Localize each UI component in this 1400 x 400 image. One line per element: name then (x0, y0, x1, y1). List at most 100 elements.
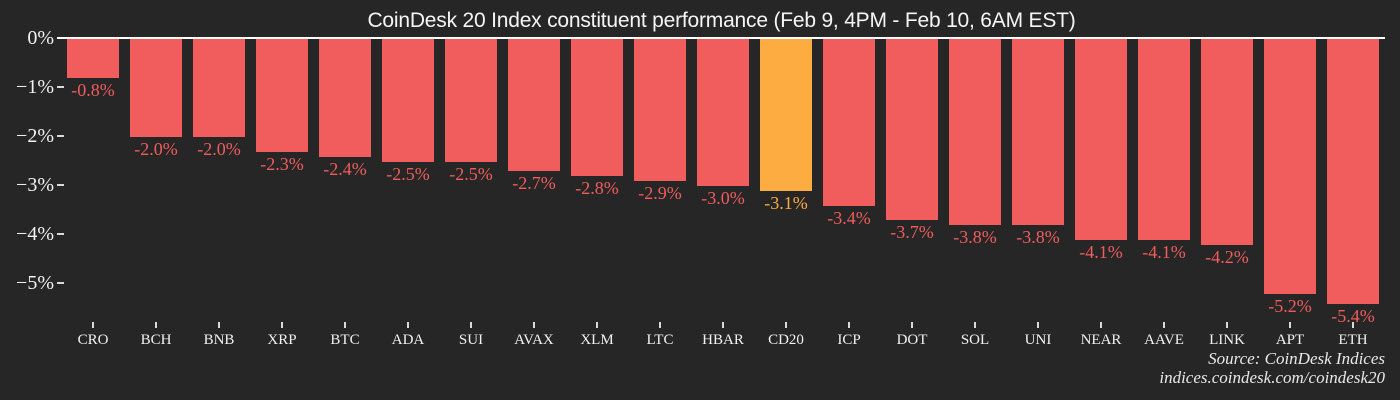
x-tick-label-sui: SUI (458, 332, 484, 348)
bar-icp (823, 39, 875, 206)
x-tick-mark (596, 322, 598, 328)
bar-value-cd20: -3.1% (764, 193, 808, 213)
x-tick-label-bch: BCH (140, 332, 172, 348)
x-tick-mark (785, 322, 787, 328)
x-tick-mark (470, 322, 472, 328)
bar-value-hbar: -3.0% (701, 188, 745, 208)
bar-sui (445, 39, 497, 162)
bar-ada (382, 39, 434, 162)
y-tick-label: 0% (27, 27, 54, 49)
bar-value-apt: -5.2% (1268, 296, 1312, 316)
x-tick-mark (407, 322, 409, 328)
bar-eth (1327, 39, 1379, 304)
bar-apt (1264, 39, 1316, 294)
x-tick-label-cd20: CD20 (768, 332, 804, 348)
y-tick-mark (57, 86, 64, 88)
bar-value-sui: -2.5% (449, 164, 493, 184)
x-tick-mark (218, 322, 220, 328)
x-tick-label-cro: CRO (77, 332, 109, 348)
x-tick-label-bnb: BNB (203, 332, 235, 348)
x-tick-label-near: NEAR (1080, 332, 1122, 348)
y-tick-mark (57, 135, 64, 137)
bar-bnb (193, 39, 245, 137)
x-tick-label-xrp: XRP (267, 332, 297, 348)
bar-value-eth: -5.4% (1331, 306, 1375, 326)
bar-value-btc: -2.4% (323, 159, 367, 179)
y-tick-label: −1% (16, 76, 54, 98)
bar-value-uni: -3.8% (1016, 227, 1060, 247)
x-tick-label-uni: UNI (1024, 332, 1052, 348)
bar-avax (508, 39, 560, 171)
x-tick-label-aave: AAVE (1144, 332, 1184, 348)
bar-xrp (256, 39, 308, 152)
x-tick-label-dot: DOT (896, 332, 928, 348)
bar-sol (949, 39, 1001, 225)
x-tick-mark (659, 322, 661, 328)
bar-value-cro: -0.8% (71, 80, 115, 100)
bar-value-bch: -2.0% (134, 139, 178, 159)
y-tick-mark (57, 282, 64, 284)
y-tick-label: −5% (16, 272, 54, 294)
chart-title: CoinDesk 20 Index constituent performanc… (367, 9, 1076, 32)
x-tick-label-sol: SOL (960, 332, 990, 348)
source-line: Source: CoinDesk Indices (1208, 349, 1385, 368)
bar-dot (886, 39, 938, 220)
bar-value-bnb: -2.0% (197, 139, 241, 159)
bar-value-xlm: -2.8% (575, 178, 619, 198)
bar-value-icp: -3.4% (827, 208, 871, 228)
x-tick-label-xlm: XLM (580, 332, 614, 348)
x-tick-label-icp: ICP (837, 332, 861, 348)
bar-value-aave: -4.1% (1142, 242, 1186, 262)
bar-btc (319, 39, 371, 157)
x-tick-mark (1163, 322, 1165, 328)
bar-value-ada: -2.5% (386, 164, 430, 184)
x-tick-mark (722, 322, 724, 328)
x-tick-label-link: LINK (1209, 332, 1245, 348)
x-tick-label-avax: AVAX (514, 332, 554, 348)
x-tick-mark (848, 322, 850, 328)
y-tick-mark (57, 233, 64, 235)
x-tick-mark (1352, 322, 1354, 328)
zero-axis-line (57, 37, 1385, 39)
bar-value-near: -4.1% (1079, 242, 1123, 262)
x-tick-mark (911, 322, 913, 328)
x-tick-mark (1226, 322, 1228, 328)
bar-cro (67, 39, 119, 78)
bar-value-dot: -3.7% (890, 222, 934, 242)
x-tick-mark (155, 322, 157, 328)
x-tick-label-eth: ETH (1338, 332, 1368, 348)
bar-hbar (697, 39, 749, 186)
y-tick-label: −2% (16, 125, 54, 147)
bar-uni (1012, 39, 1064, 225)
x-tick-mark (533, 322, 535, 328)
bar-link (1201, 39, 1253, 245)
y-tick-label: −4% (16, 223, 54, 245)
x-tick-mark (1037, 322, 1039, 328)
x-tick-label-hbar: HBAR (702, 332, 744, 348)
bar-bch (130, 39, 182, 137)
x-tick-mark (974, 322, 976, 328)
x-tick-mark (92, 322, 94, 328)
x-tick-label-btc: BTC (330, 332, 360, 348)
bar-value-avax: -2.7% (512, 173, 556, 193)
y-tick-mark (57, 184, 64, 186)
x-tick-label-ada: ADA (391, 332, 425, 348)
x-tick-label-apt: APT (1275, 332, 1305, 348)
x-tick-mark (1289, 322, 1291, 328)
bar-ltc (634, 39, 686, 181)
bar-near (1075, 39, 1127, 240)
bar-value-xrp: -2.3% (260, 154, 304, 174)
source-attribution: Source: CoinDesk Indices indices.coindes… (1159, 349, 1385, 387)
x-tick-label-ltc: LTC (646, 332, 674, 348)
x-tick-mark (1100, 322, 1102, 328)
bar-value-ltc: -2.9% (638, 183, 682, 203)
x-tick-mark (344, 322, 346, 328)
source-url: indices.coindesk.com/coindesk20 (1159, 368, 1385, 387)
bar-xlm (571, 39, 623, 176)
bar-value-sol: -3.8% (953, 227, 997, 247)
bar-cd20 (760, 39, 812, 191)
bar-value-link: -4.2% (1205, 247, 1249, 267)
bar-aave (1138, 39, 1190, 240)
x-tick-mark (281, 322, 283, 328)
y-tick-label: −3% (16, 174, 54, 196)
